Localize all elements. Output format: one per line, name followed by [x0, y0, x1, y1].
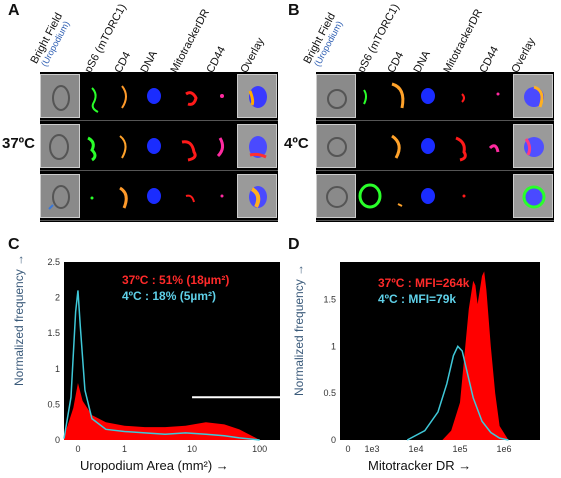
d-annotation-4: 4ºC : MFI=79k: [378, 292, 457, 306]
image-row: [40, 122, 278, 171]
bright-field-image: [316, 124, 356, 168]
header-cd44: CD44: [204, 44, 229, 75]
panel-label-c: C: [8, 236, 20, 253]
channel-images: [363, 82, 500, 109]
overlay-image: [513, 124, 553, 168]
c-plot-area: [64, 262, 280, 440]
bright-field-image: [40, 124, 80, 168]
d-annotation-37: 37ºC : MFI=264k: [378, 276, 470, 290]
d-x-tick-label: 0: [345, 444, 350, 452]
c-annotation-4: 4ºC : 18% (5µm²): [122, 289, 216, 303]
c-x-tick-label: 100: [252, 444, 267, 452]
d-y-tick-label: 0: [331, 435, 336, 445]
c-series-4-line: [63, 290, 260, 441]
c-annotation-37: 37ºC : 51% (18µm²): [122, 273, 230, 287]
channel-images: [90, 186, 224, 209]
image-grid-b: [316, 72, 554, 222]
d-y-tick-label: 1.5: [323, 294, 336, 304]
image-row: [316, 122, 554, 171]
d-x-tick-label: 1e3: [364, 444, 379, 452]
header-bright-field: Bright Field (Uropodium): [28, 11, 73, 70]
c-xlabel: Uropodium Area (mm²) →: [80, 458, 229, 473]
c-series-37-area: [64, 383, 260, 440]
overlay-image: [513, 74, 553, 118]
panel-label-d: D: [288, 236, 300, 253]
bright-field-image: [316, 174, 356, 218]
c-ylabel: Normalized frequency →: [12, 253, 26, 386]
c-x-tick-label: 0: [75, 444, 80, 452]
panel-label-a: A: [8, 2, 20, 19]
image-row: [316, 72, 554, 121]
d-x-tick-label: 1e6: [496, 444, 511, 452]
chart-d: 0 1e3 1e4 1e5 1e6 0 0.5 1 1.5: [323, 262, 540, 452]
overlay-image: [237, 124, 277, 168]
c-y-tick-label: 1: [55, 364, 60, 374]
header-overlay: Overlay: [509, 35, 538, 75]
c-y-tick-label: 2: [55, 293, 60, 303]
header-overlay: Overlay: [238, 35, 267, 75]
overlay-image: [513, 174, 553, 218]
bright-field-image: [40, 174, 80, 218]
d-series-4-line: [406, 344, 509, 441]
channel-images: [87, 135, 225, 162]
image-row: [40, 72, 278, 121]
channel-images: [358, 183, 466, 209]
overlay-image: [237, 74, 277, 118]
header-bright-field: Bright Field (Uropodium): [301, 11, 346, 70]
d-series-37-area: [442, 271, 509, 440]
panel-a-headers: Bright Field (Uropodium) pS6 (mTORC1) CD…: [28, 2, 285, 75]
image-row: [40, 172, 278, 221]
d-plot-area: [340, 262, 540, 440]
temp-label-4: 4ºC: [284, 135, 309, 152]
image-grid-a: [40, 72, 278, 222]
c-y-tick-label: 1.5: [47, 328, 60, 338]
c-x-tick-label: 10: [187, 444, 197, 452]
d-y-tick-label: 0.5: [323, 388, 336, 398]
temp-label-37: 37ºC: [2, 135, 35, 152]
image-row: [316, 172, 554, 221]
d-x-tick-label: 1e5: [452, 444, 467, 452]
bright-field-image: [40, 74, 80, 118]
bright-field-image: [316, 74, 356, 118]
c-y-tick-label: 0: [55, 435, 60, 445]
header-cd44: CD44: [477, 44, 502, 75]
channel-images: [391, 134, 500, 162]
channel-images: [91, 85, 224, 113]
d-xlabel: Mitotracker DR →: [368, 458, 472, 473]
panel-label-b: B: [288, 2, 300, 19]
chart-c: 0 1 10 100 0 0.5 1 1.5 2 2.5: [47, 257, 280, 452]
c-y-tick-label: 0.5: [47, 399, 60, 409]
c-x-tick-label: 1: [122, 444, 127, 452]
overlay-image: [237, 174, 277, 218]
d-x-tick-label: 1e4: [408, 444, 423, 452]
panel-b-headers: Bright Field (Uropodium) pS6 (mTORC1) CD…: [301, 2, 560, 75]
d-ylabel: Normalized frequency →: [292, 263, 306, 396]
d-y-tick-label: 1: [331, 341, 336, 351]
c-y-tick-label: 2.5: [47, 257, 60, 267]
